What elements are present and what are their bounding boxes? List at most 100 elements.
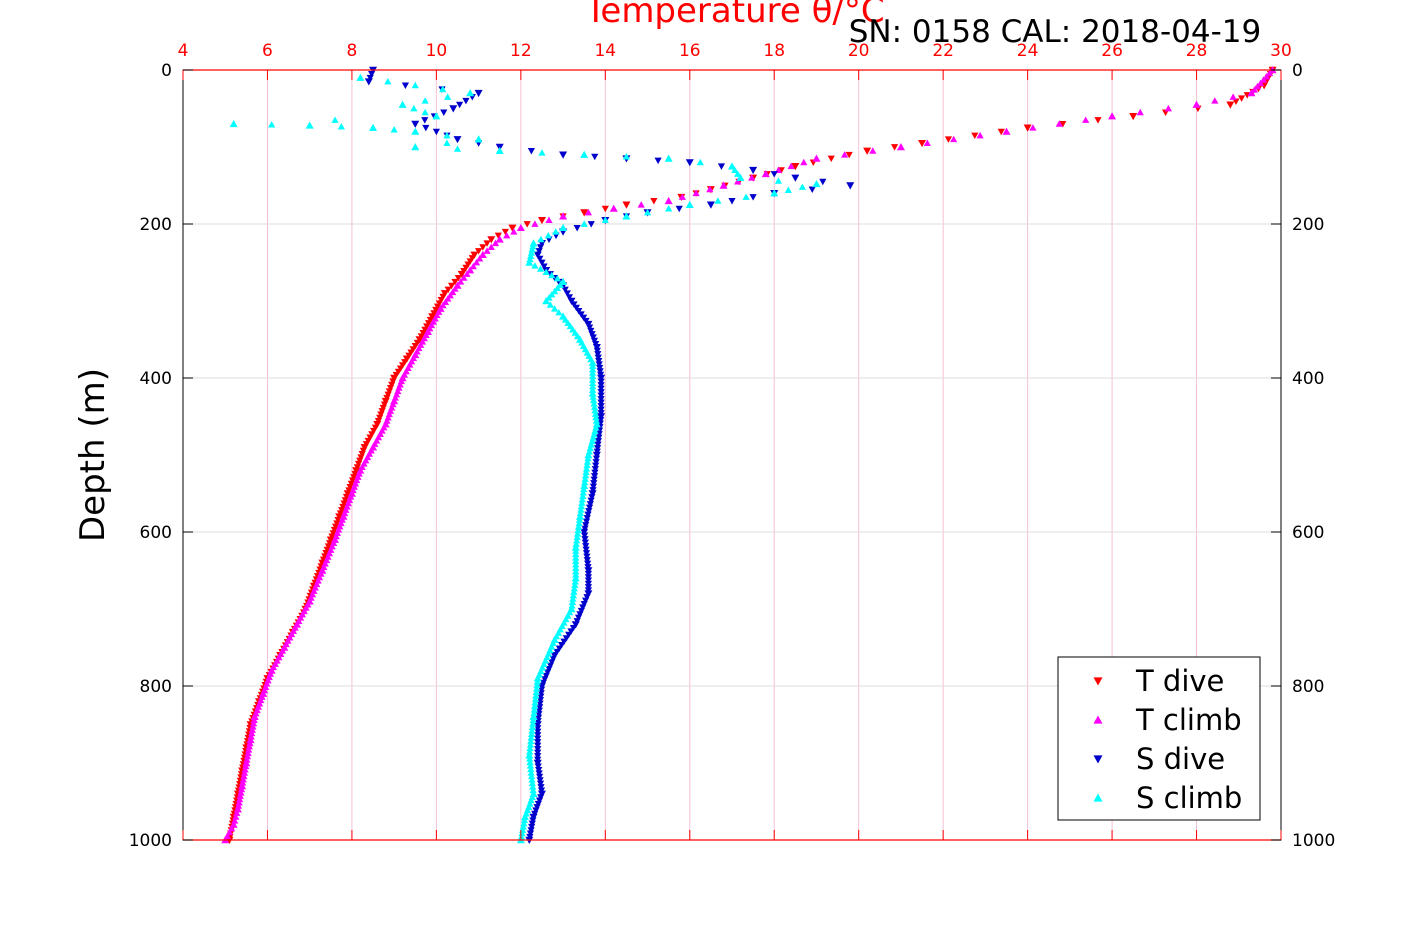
data-point xyxy=(495,146,504,155)
data-point xyxy=(432,306,440,314)
data-point xyxy=(537,686,546,694)
data-point xyxy=(748,174,756,181)
data-point xyxy=(236,792,244,799)
data-point xyxy=(559,151,568,159)
data-point xyxy=(536,265,545,272)
data-point xyxy=(537,216,546,225)
data-point xyxy=(597,382,605,389)
data-point xyxy=(540,263,548,270)
data-point xyxy=(588,494,596,501)
data-point xyxy=(819,178,827,186)
data-point xyxy=(582,471,590,479)
data-point xyxy=(728,198,736,205)
data-point xyxy=(537,784,545,791)
data-point xyxy=(583,594,591,601)
data-point xyxy=(326,540,334,547)
data-point xyxy=(534,763,542,771)
data-point xyxy=(569,595,577,602)
data-point xyxy=(535,797,544,804)
data-point xyxy=(527,730,536,738)
data-point xyxy=(426,316,434,324)
data-point xyxy=(360,444,369,452)
data-point xyxy=(582,468,590,475)
data-point xyxy=(590,476,598,484)
data-point xyxy=(589,369,597,376)
data-point xyxy=(584,590,593,598)
data-point xyxy=(571,621,580,629)
data-point xyxy=(596,368,604,375)
data-point xyxy=(597,392,605,400)
data-point xyxy=(869,147,877,154)
data-point xyxy=(590,473,599,480)
data-point xyxy=(435,300,444,307)
data-point xyxy=(491,239,500,247)
data-point xyxy=(548,659,556,666)
data-point xyxy=(596,364,604,372)
data-point xyxy=(239,779,247,786)
series-3 xyxy=(229,73,821,844)
data-point xyxy=(587,497,595,505)
data-point xyxy=(597,399,605,407)
data-point xyxy=(1136,108,1144,116)
data-point xyxy=(376,414,384,422)
data-point xyxy=(548,271,556,279)
data-point xyxy=(706,201,715,209)
data-point xyxy=(238,782,247,790)
legend-label: T climb xyxy=(1135,703,1242,737)
data-point xyxy=(571,543,580,551)
data-point xyxy=(475,248,483,255)
data-point xyxy=(770,171,778,178)
data-point xyxy=(545,216,553,224)
data-point xyxy=(579,314,588,322)
data-point xyxy=(643,208,652,216)
data-point xyxy=(561,286,569,294)
data-point xyxy=(565,631,573,639)
data-point xyxy=(364,437,372,445)
data-point xyxy=(237,785,246,793)
data-point xyxy=(248,726,256,733)
data-point xyxy=(584,208,593,216)
data-point xyxy=(346,484,354,491)
data-point xyxy=(530,709,538,717)
data-point xyxy=(597,378,605,386)
data-point xyxy=(529,239,538,247)
data-point xyxy=(1055,120,1063,127)
data-point xyxy=(528,776,536,783)
data-point xyxy=(390,374,399,382)
data-point xyxy=(731,166,739,173)
data-point xyxy=(378,408,386,415)
data-point xyxy=(440,109,448,116)
data-point xyxy=(542,672,550,680)
data-point xyxy=(245,746,253,753)
data-point xyxy=(537,690,545,697)
data-point xyxy=(734,178,742,185)
data-point xyxy=(580,528,589,536)
data-point xyxy=(845,151,853,159)
data-point xyxy=(890,144,899,151)
data-point xyxy=(356,457,364,465)
data-point xyxy=(536,780,545,788)
data-point xyxy=(444,93,452,100)
data-point xyxy=(517,833,526,840)
data-point xyxy=(622,153,631,160)
data-point xyxy=(333,520,341,527)
data-point xyxy=(439,85,447,93)
data-point xyxy=(342,493,351,501)
data-point xyxy=(918,139,927,148)
data-point xyxy=(440,290,449,298)
data-point xyxy=(548,290,556,298)
data-point xyxy=(324,543,332,550)
data-point xyxy=(235,799,243,806)
data-point xyxy=(334,517,342,524)
data-point xyxy=(1029,124,1037,131)
data-point xyxy=(577,502,585,510)
y-tick-label-right: 0 xyxy=(1292,61,1303,81)
data-point xyxy=(597,417,605,424)
data-point xyxy=(229,119,238,128)
data-point xyxy=(533,678,541,685)
data-point xyxy=(528,727,536,734)
data-point xyxy=(592,455,601,463)
data-point xyxy=(443,139,451,147)
data-point xyxy=(572,547,580,554)
